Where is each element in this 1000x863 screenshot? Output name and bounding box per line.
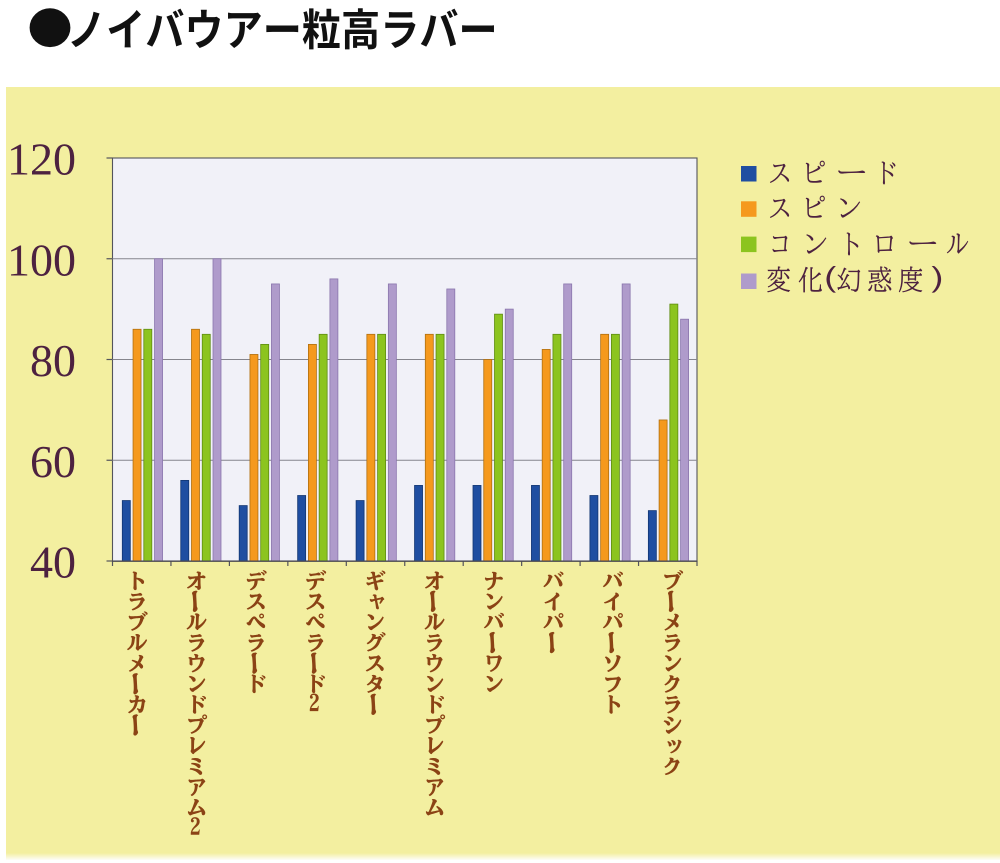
svg-text:100: 100 — [7, 234, 76, 285]
svg-text:120: 120 — [7, 134, 76, 185]
svg-text:40: 40 — [30, 537, 76, 588]
svg-text:80: 80 — [30, 335, 76, 386]
svg-text:60: 60 — [30, 436, 76, 487]
